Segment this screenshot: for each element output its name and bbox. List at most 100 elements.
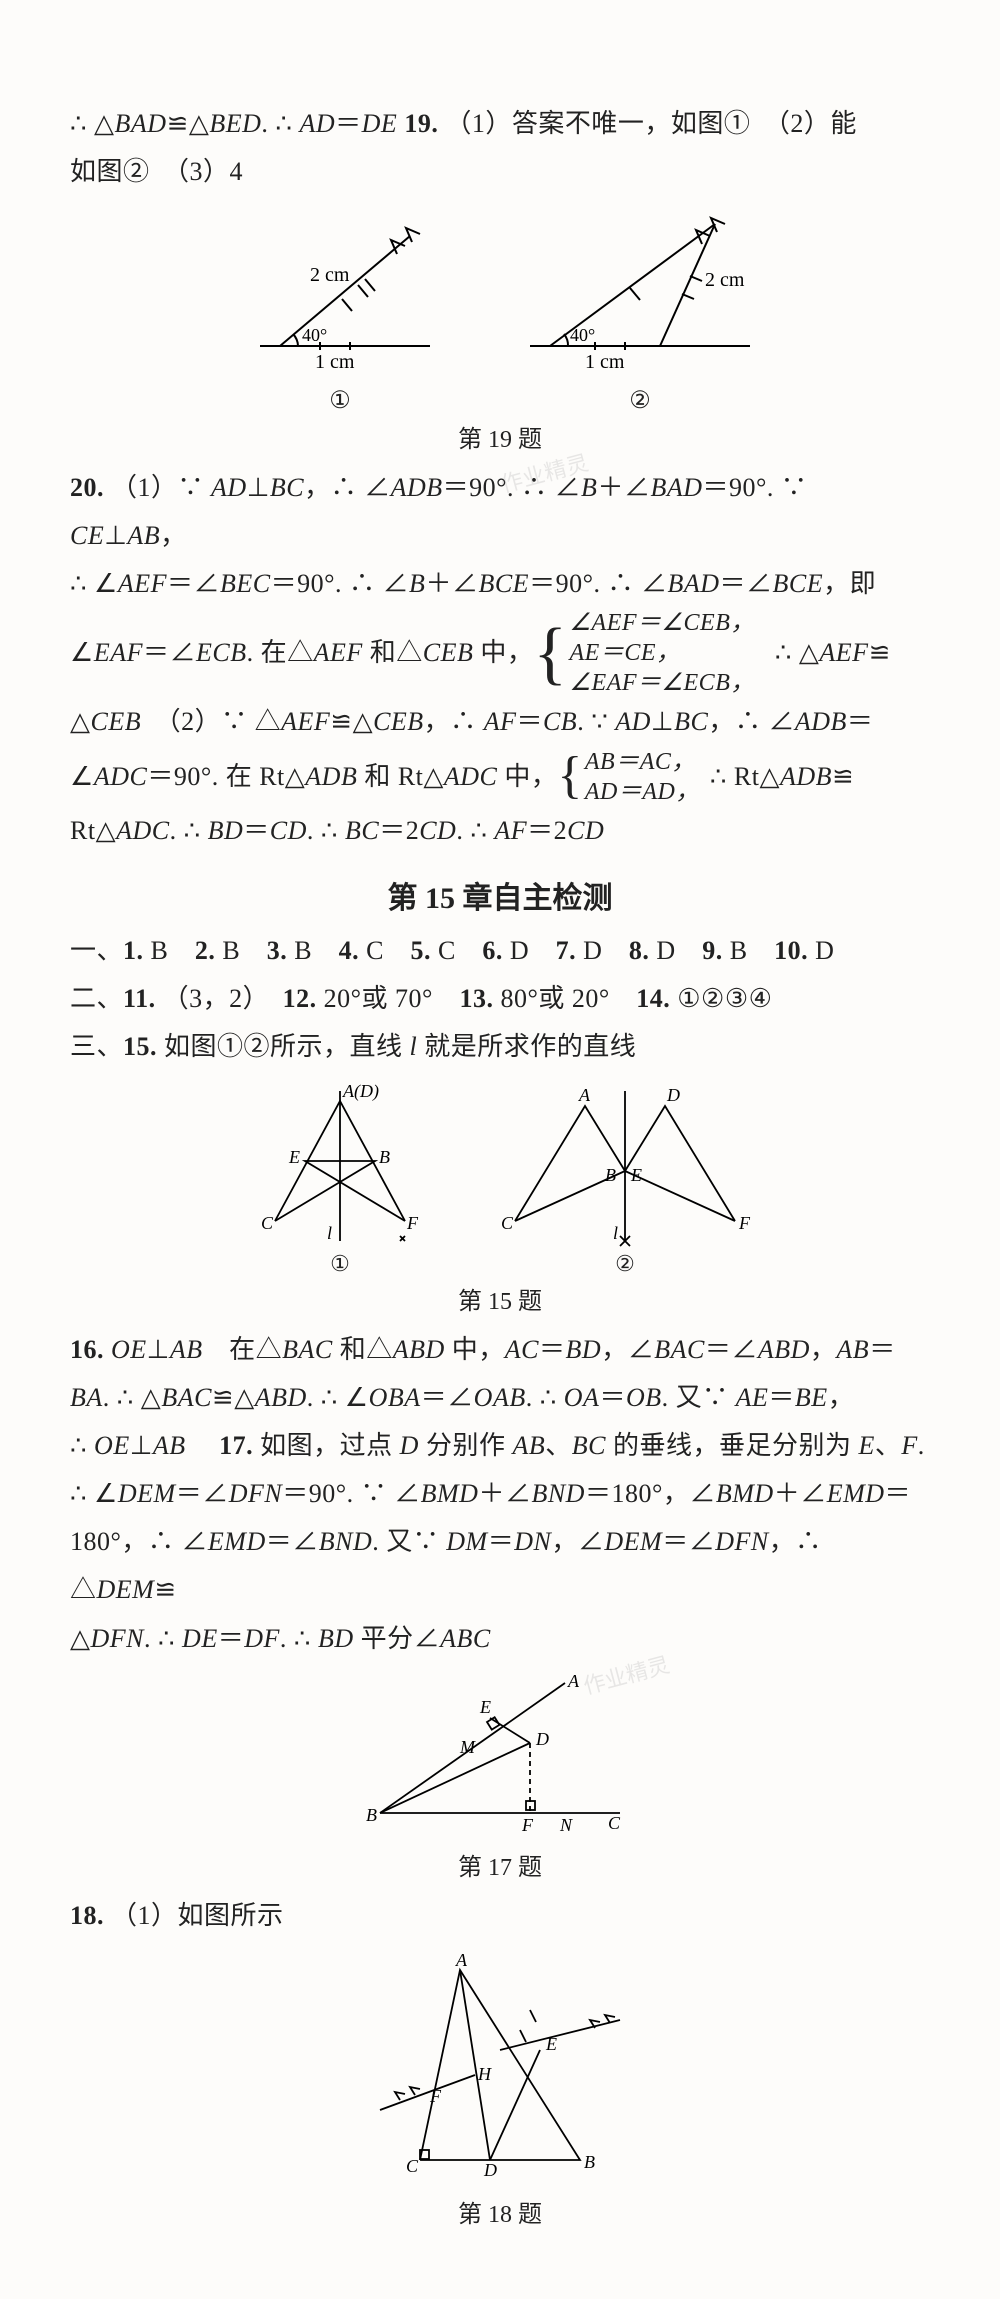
- t: ≌△: [330, 707, 373, 736]
- t: BC: [270, 473, 304, 502]
- t: AF: [494, 816, 527, 845]
- n: 3.: [267, 936, 288, 965]
- sec2-label: 二、: [70, 984, 123, 1013]
- t: 如图①②所示，直线: [164, 1032, 410, 1061]
- t: BA: [70, 1383, 103, 1412]
- t: ＋∠: [597, 473, 650, 502]
- t: ⊥: [130, 1431, 153, 1460]
- t: BAD: [115, 109, 167, 138]
- t: ADB: [391, 473, 443, 502]
- q20-l1: 作业精灵 20. （1）∵ AD⊥BC，∴ ∠ADB＝90°. ∴ ∠B＋∠BA…: [70, 464, 930, 560]
- t: ＝90°. ∵: [703, 473, 808, 502]
- fig15-right-svg: A D B E C F l: [495, 1081, 755, 1251]
- lbl: B: [379, 1147, 390, 1167]
- q19-ans: （1）答案不唯一，如图① （2）能: [445, 109, 857, 138]
- q18-l1: 18. （1）如图所示: [70, 1892, 930, 1940]
- angle-label: 40°: [570, 325, 595, 345]
- n: 8.: [629, 936, 650, 965]
- sec1-line: 一、1. B 2. B 3. B 4. C 5. C 6. D 7. D 8. …: [70, 927, 930, 975]
- t: . 在△: [247, 638, 314, 667]
- t: 在△: [203, 1335, 283, 1364]
- t: DN: [514, 1527, 551, 1556]
- t: BC: [674, 707, 708, 736]
- lbl: D: [483, 2160, 497, 2180]
- fig17-caption: 第 17 题: [70, 1847, 930, 1882]
- t: ＝90°. 在 Rt△: [147, 762, 305, 791]
- t: ⊥: [247, 473, 270, 502]
- t: BCE: [478, 569, 529, 598]
- t: EAF: [94, 638, 143, 667]
- a: C: [366, 936, 384, 965]
- t: ＝∠: [143, 638, 196, 667]
- t: DEM: [97, 1575, 155, 1604]
- lbl: E: [630, 1165, 642, 1185]
- fig15-left-svg: A(D) E B C F l: [245, 1081, 435, 1251]
- t: BD: [208, 816, 244, 845]
- q20-l6: Rt△ADC. ∴ BD＝CD. ∴ BC＝2CD. ∴ AF＝2CD: [70, 807, 930, 855]
- n: 7.: [556, 936, 577, 965]
- t: ＝2: [527, 816, 567, 845]
- t: ∴ ∠: [70, 1479, 118, 1508]
- t: 中，: [445, 1335, 505, 1364]
- t: ，∴: [424, 707, 484, 736]
- t: DM: [446, 1527, 487, 1556]
- a: B: [294, 936, 312, 965]
- lbl: F: [738, 1213, 751, 1233]
- t: ∴ △: [775, 638, 820, 667]
- q17-l4: △DFN. ∴ DE＝DF. ∴ BD 平分∠ABC: [70, 1615, 930, 1663]
- t: BD: [566, 1335, 602, 1364]
- t: ∴ Rt△: [710, 762, 780, 791]
- t: ⊥: [651, 707, 674, 736]
- n: 10.: [774, 936, 808, 965]
- lbl: A: [567, 1673, 580, 1691]
- circled: ②: [495, 1251, 755, 1277]
- t: ＝∠: [662, 1527, 715, 1556]
- t: ＝90°. ∵ ∠: [282, 1479, 420, 1508]
- t: ADB: [795, 707, 847, 736]
- t: CD: [567, 816, 604, 845]
- n: 9.: [702, 936, 723, 965]
- t: ⊥: [104, 521, 127, 550]
- t: OAB: [474, 1383, 526, 1412]
- t: ＝: [488, 1527, 515, 1556]
- q19-num: 19.: [404, 109, 438, 138]
- a: ①②③④: [677, 984, 772, 1013]
- lbl: E: [545, 2034, 557, 2054]
- t: ∠EAF＝∠ECB，: [570, 668, 755, 698]
- t: BMD: [716, 1479, 774, 1508]
- t: BND: [319, 1527, 373, 1556]
- t: ＋∠: [478, 1479, 531, 1508]
- fig17-svg: A B C D E M F N: [360, 1673, 640, 1843]
- t: 分别作: [419, 1431, 513, 1460]
- t: DEM: [604, 1527, 662, 1556]
- t: △: [70, 1624, 91, 1653]
- t: CB: [543, 707, 577, 736]
- lbl: F: [406, 1213, 419, 1233]
- n: 2.: [195, 936, 216, 965]
- t: 如图，过点: [260, 1431, 400, 1460]
- sec3-line: 三、15. 如图①②所示，直线 l 就是所求作的直线: [70, 1023, 930, 1071]
- q16-l3: ∴ OE⊥AB 17. 如图，过点 D 分别作 AB、BC 的垂线，垂足分别为 …: [70, 1422, 930, 1470]
- t: DEM: [118, 1479, 176, 1508]
- fig19-right-svg: 40° 2 cm 1 cm: [510, 206, 770, 386]
- t: ＝: [885, 1479, 912, 1508]
- t: 和△: [333, 1335, 393, 1364]
- t: ∠: [70, 638, 94, 667]
- t: AEF: [314, 638, 363, 667]
- t: ＝: [847, 707, 874, 736]
- t: ＝∠: [720, 569, 773, 598]
- t: ，即: [823, 569, 876, 598]
- t: BEC: [220, 569, 271, 598]
- t: Rt△: [70, 816, 116, 845]
- t: BE: [795, 1383, 828, 1412]
- q20-l3: ∠EAF＝∠ECB. 在△AEF 和△CEB 中， { ∠AEF＝∠CEB， A…: [70, 608, 930, 698]
- t: CEB: [423, 638, 474, 667]
- t: DE: [362, 109, 398, 138]
- t: . ∴: [456, 816, 494, 845]
- lbl: C: [501, 1213, 514, 1233]
- n: 6.: [482, 936, 503, 965]
- n: 13.: [459, 984, 493, 1013]
- brace-2: { AB＝AC， AD＝AD，: [557, 747, 699, 807]
- circled: ①: [245, 1251, 435, 1277]
- fig18: A B C D E F H: [360, 1950, 640, 2190]
